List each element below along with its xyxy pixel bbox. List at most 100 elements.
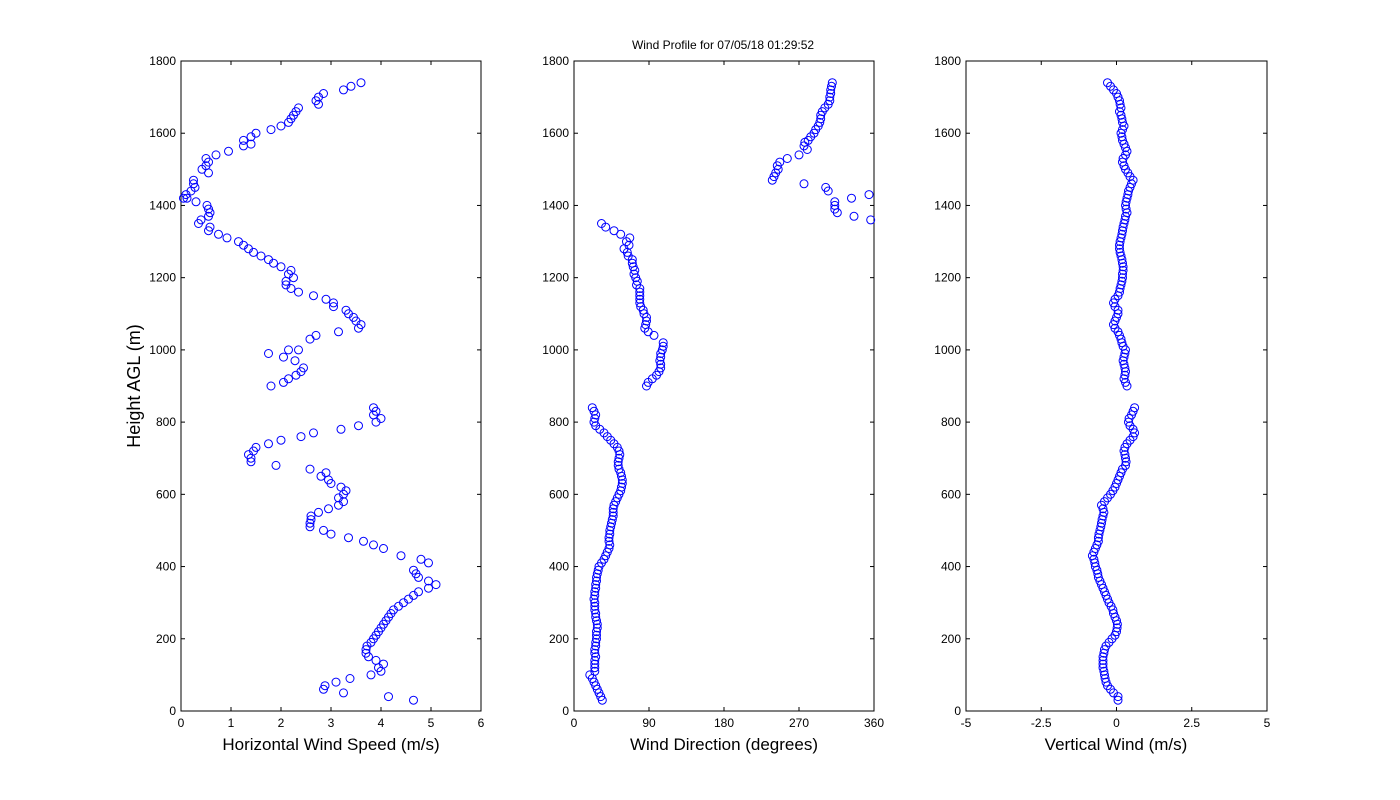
data-point <box>1098 663 1108 673</box>
data-point <box>589 417 599 427</box>
y-tick-label: 0 <box>562 704 569 718</box>
y-tick-label: 1000 <box>934 343 961 357</box>
y-tick-label: 200 <box>549 632 569 646</box>
data-point <box>319 525 328 535</box>
data-point <box>1117 132 1127 142</box>
y-tick-label: 1200 <box>934 271 961 285</box>
data-point <box>629 269 639 279</box>
data-point <box>424 583 433 593</box>
data-point <box>182 193 192 203</box>
data-point <box>1116 280 1126 290</box>
data-point <box>593 565 603 575</box>
data-point <box>1101 677 1111 687</box>
data-point <box>604 544 614 553</box>
data-point <box>656 359 666 369</box>
y-tick-label: 200 <box>156 632 176 646</box>
data-point <box>201 154 211 163</box>
data-point <box>309 428 318 438</box>
y-tick-label: 800 <box>941 415 961 429</box>
data-point <box>329 302 338 312</box>
x-tick-label: 2 <box>278 716 285 730</box>
data-point <box>290 356 300 366</box>
data-point <box>369 403 378 413</box>
data-point <box>826 85 836 95</box>
data-point <box>590 587 600 597</box>
y-tick-labels: 0 200 400 600 800 1000 1200 1400 1600 1800 <box>934 54 961 718</box>
data-point <box>1095 525 1105 535</box>
data-point <box>1118 226 1127 236</box>
data-point <box>284 345 293 355</box>
x-tick-label: 5 <box>1264 716 1271 730</box>
data-point <box>1099 666 1109 676</box>
data-point <box>1117 276 1127 286</box>
data-point <box>590 645 600 655</box>
y-tick-labels: 0 200 400 600 800 1000 1200 1400 1600 1800 <box>149 54 176 718</box>
data-point <box>617 482 626 492</box>
data-point <box>311 330 321 340</box>
data-point <box>414 587 423 597</box>
data-point <box>1116 103 1126 113</box>
data-point <box>296 432 306 442</box>
data-point <box>592 623 602 633</box>
data-point <box>627 258 637 268</box>
data-point <box>616 486 626 496</box>
data-point <box>321 468 331 478</box>
data-point <box>628 262 638 272</box>
data-point <box>1112 627 1121 637</box>
data-point <box>1115 247 1125 257</box>
data-point <box>847 193 856 203</box>
data-point <box>1118 262 1128 272</box>
data-point <box>1096 522 1106 532</box>
x-tick-label: 270 <box>789 716 809 730</box>
data-point <box>305 464 315 474</box>
data-point <box>773 164 783 174</box>
data-point <box>294 287 303 297</box>
data-point <box>590 605 600 615</box>
tick-marks <box>965 60 1268 712</box>
y-tick-label: 400 <box>941 560 961 574</box>
data-point <box>657 345 667 355</box>
data-point <box>409 695 418 705</box>
data-point <box>617 475 627 485</box>
data-point <box>1119 219 1129 228</box>
data-point <box>866 215 876 225</box>
y-tick-label: 600 <box>156 487 176 501</box>
data-point <box>1116 251 1126 261</box>
data-point <box>305 522 315 532</box>
data-point <box>1118 269 1127 279</box>
y-tick-label: 1800 <box>149 54 176 68</box>
data-point <box>196 215 206 225</box>
data-point <box>635 294 645 304</box>
data-point <box>591 652 601 662</box>
data-point <box>592 572 601 582</box>
y-tick-labels: 0 200 400 600 800 1000 1200 1400 1600 1800 <box>542 54 569 718</box>
data-point <box>1121 200 1130 210</box>
data-point <box>276 435 286 445</box>
data-point <box>234 237 243 247</box>
data-point <box>592 634 601 644</box>
data-point <box>821 182 831 192</box>
y-tick-label: 200 <box>941 632 961 646</box>
data-point <box>587 403 597 413</box>
data-point <box>591 609 601 618</box>
data-point <box>656 352 666 362</box>
x-axis-label: Wind Direction (degrees) <box>630 735 818 754</box>
y-tick-label: 1400 <box>149 198 176 212</box>
data-point <box>658 341 668 351</box>
data-point <box>1112 623 1122 633</box>
data-point <box>309 291 318 301</box>
data-point <box>294 345 303 355</box>
data-point <box>1122 193 1132 203</box>
data-point <box>623 251 633 261</box>
data-point <box>329 298 338 308</box>
data-point <box>1130 403 1140 413</box>
data-point <box>794 150 804 160</box>
data-point <box>256 251 266 261</box>
data-point <box>590 655 600 665</box>
data-point <box>590 663 600 673</box>
data-point <box>636 302 646 312</box>
data-point <box>656 363 666 373</box>
data-point <box>1118 135 1127 145</box>
data-point <box>815 117 825 127</box>
vertical-wind-panel: -5 -2.5 0 2.5 5 0 200 400 600 800 1000 1200 1400 160… <box>934 54 1270 754</box>
